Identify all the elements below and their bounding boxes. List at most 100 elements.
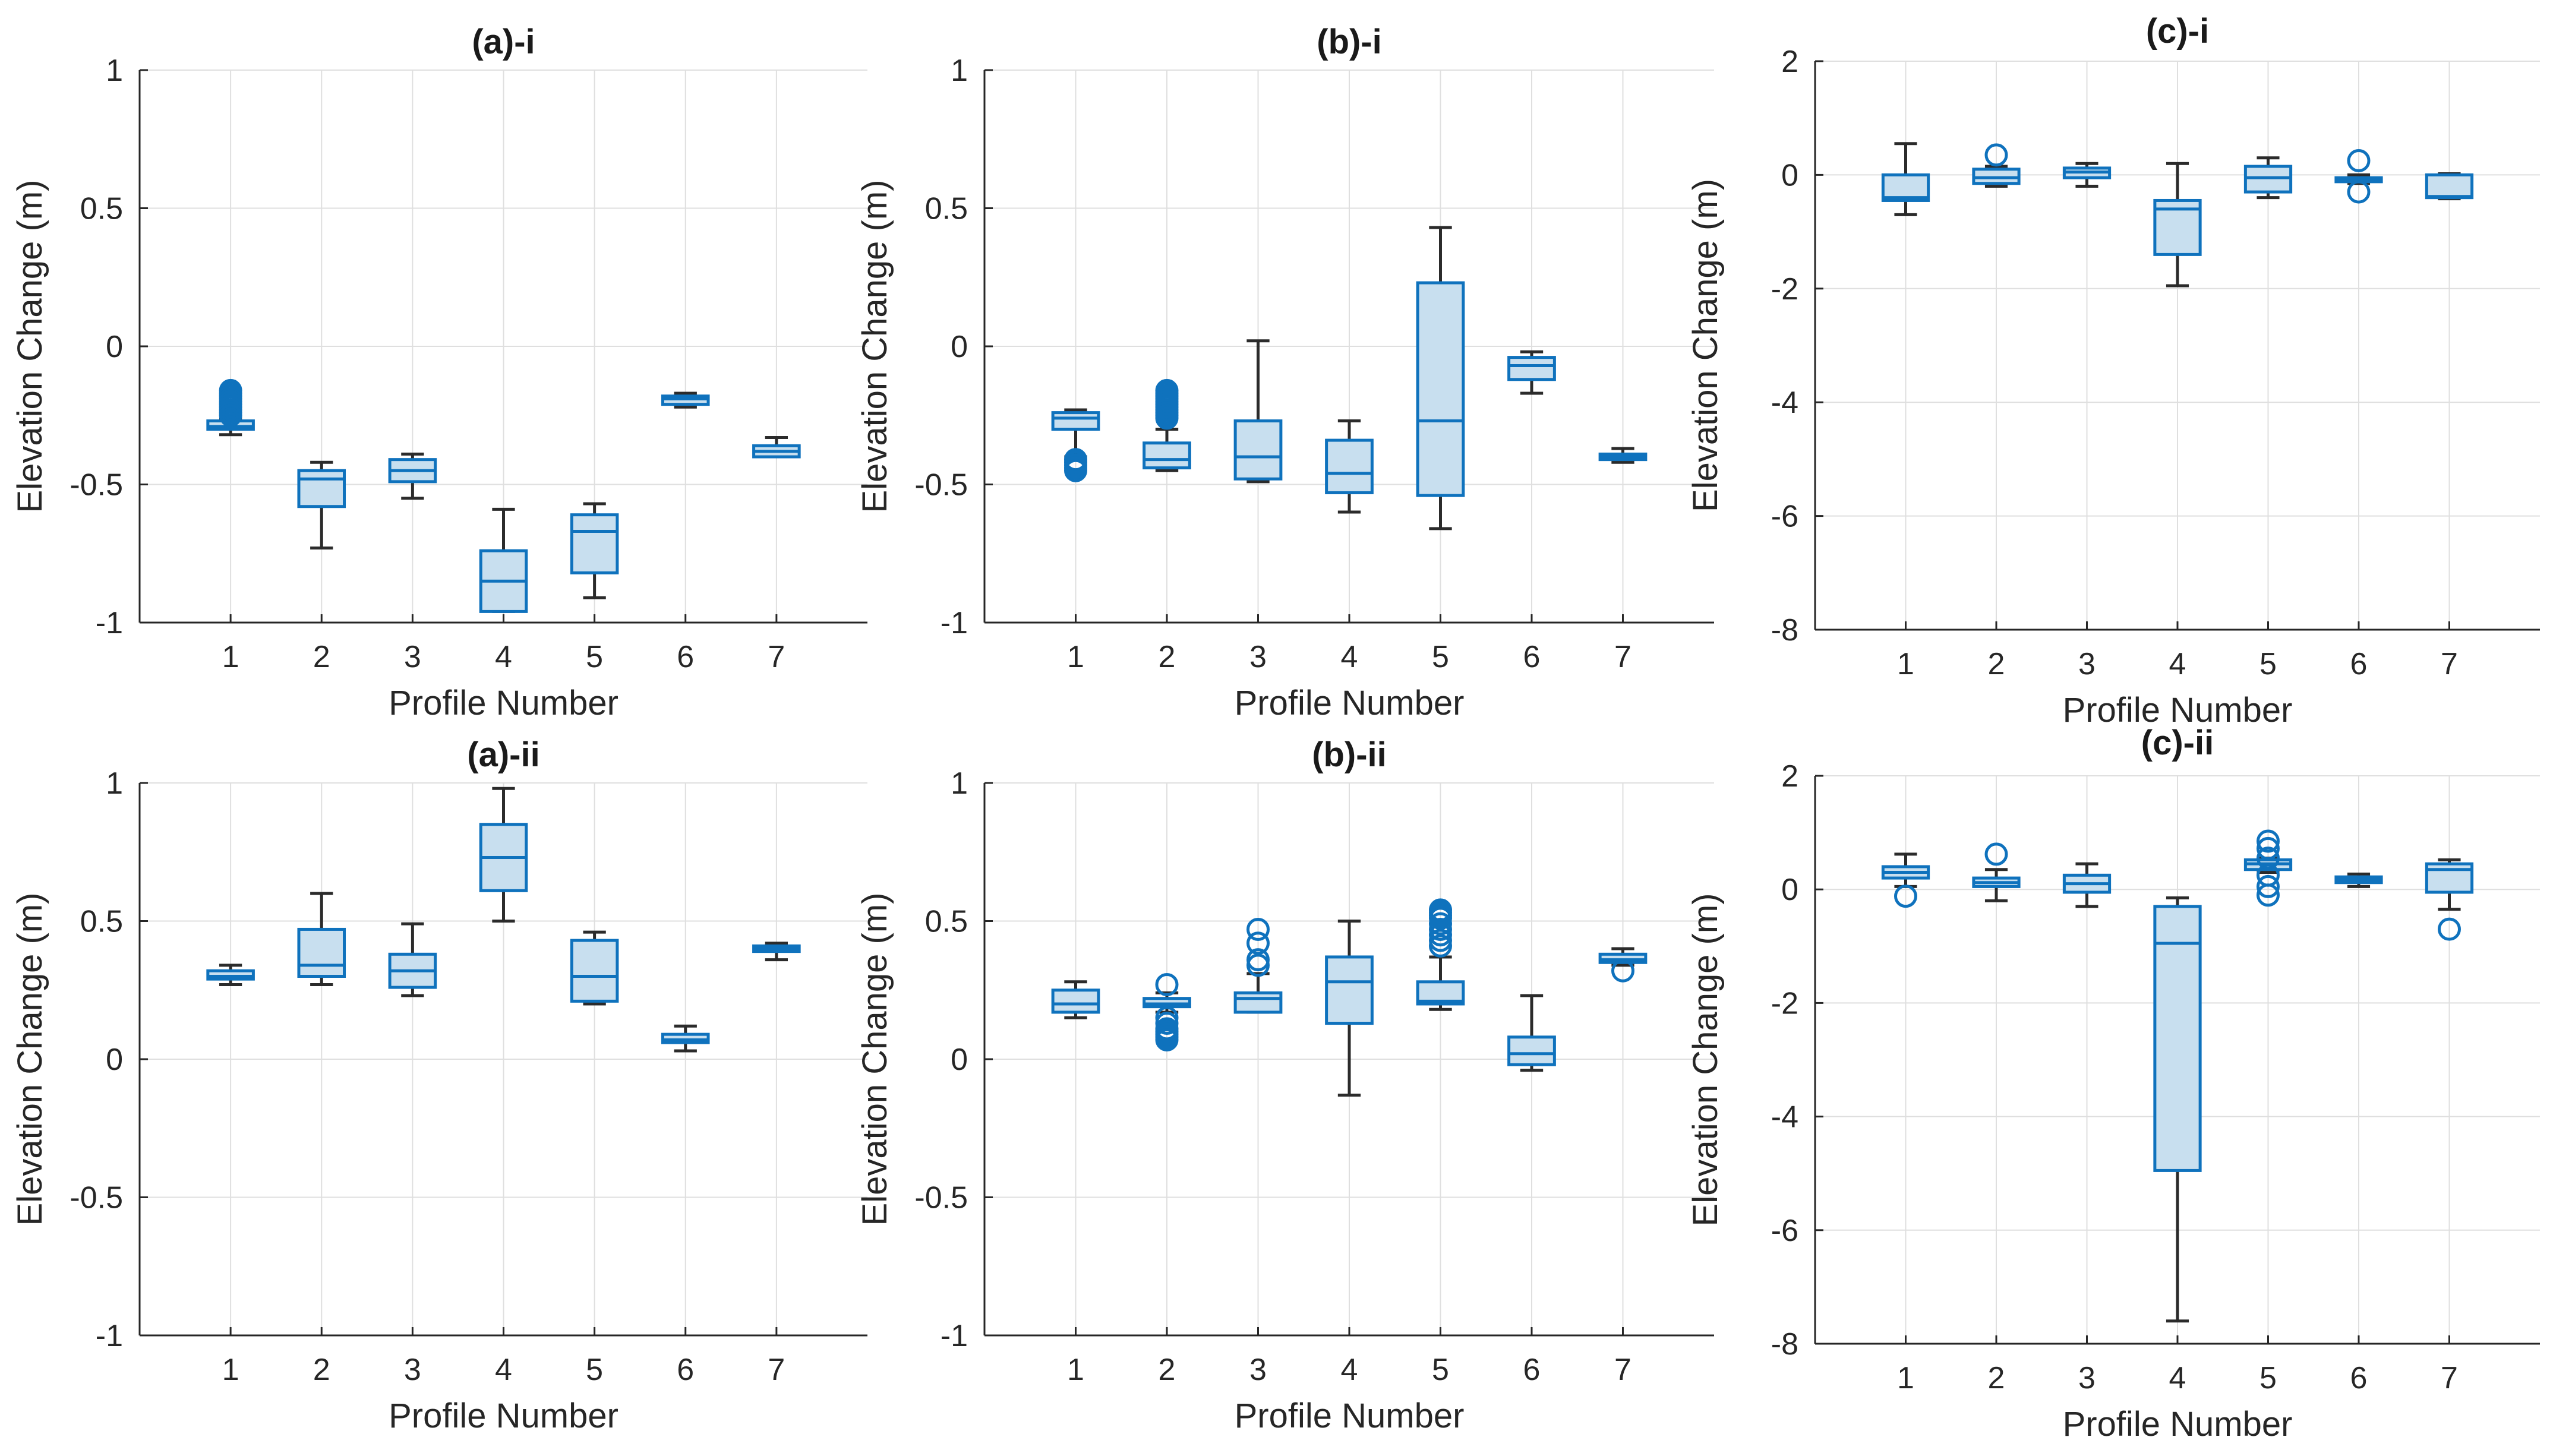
chart-title: (b)-i [1317, 23, 1382, 61]
y-tick-label: 0.5 [80, 192, 123, 226]
y-tick-label: -0.5 [914, 1181, 968, 1215]
y-tick-label: 0 [106, 1043, 123, 1077]
x-tick-label: 2 [313, 640, 330, 674]
outlier-point [1064, 459, 1087, 482]
y-tick-label: -1 [941, 1319, 968, 1353]
outlier-point [1984, 842, 2008, 866]
box-4 [2153, 162, 2202, 288]
box-7 [2425, 172, 2474, 201]
x-tick-label: 1 [1897, 1361, 1914, 1395]
x-tick-label: 6 [2350, 647, 2368, 681]
box-6 [1507, 994, 1556, 1072]
x-tick-label: 5 [1432, 640, 1449, 674]
x-tick-label: 2 [1159, 640, 1176, 674]
y-tick-label: 0.5 [80, 905, 123, 939]
box-3 [2062, 862, 2112, 908]
x-tick-label: 4 [495, 1353, 512, 1387]
y-tick-label: -6 [1771, 1214, 1798, 1248]
box-6 [661, 1024, 710, 1053]
chart-title: (c)-ii [2141, 724, 2214, 762]
box-6 [2334, 149, 2383, 204]
box-5 [2243, 156, 2293, 200]
x-tick-label: 6 [677, 640, 694, 674]
outlier-point [2438, 917, 2461, 941]
iqr-box [1233, 419, 1283, 481]
box-1 [1051, 408, 1100, 482]
x-tick-label: 1 [222, 1353, 239, 1387]
box-6 [661, 391, 710, 409]
chart-title: (b)-ii [1312, 735, 1387, 774]
outlier-point [2257, 847, 2280, 870]
box-1 [206, 964, 255, 986]
y-axis-label: Elevation Change (m) [856, 180, 894, 513]
outlier-point [1894, 885, 1917, 908]
x-tick-label: 2 [1988, 1361, 2005, 1395]
y-tick-label: 1 [106, 53, 123, 88]
x-tick-label: 1 [1897, 647, 1914, 681]
y-tick-label: 0 [1781, 158, 1798, 192]
outlier-point [2257, 883, 2280, 907]
iqr-box [297, 927, 346, 978]
y-tick-label: -2 [1771, 986, 1798, 1021]
y-tick-label: -1 [96, 1319, 123, 1353]
y-tick-label: -2 [1771, 272, 1798, 307]
iqr-box [1143, 441, 1191, 470]
x-tick-label: 3 [1249, 640, 1267, 674]
x-axis-label: Profile Number [1235, 1397, 1465, 1435]
x-tick-label: 7 [2441, 1361, 2458, 1395]
x-tick-label: 3 [1249, 1353, 1267, 1387]
y-tick-label: -6 [1771, 500, 1798, 534]
box-5 [1416, 226, 1465, 530]
iqr-box [1325, 438, 1374, 494]
iqr-box [570, 939, 619, 1003]
x-tick-label: 7 [768, 640, 785, 674]
box-4 [1325, 419, 1374, 514]
outlier-point [1155, 406, 1179, 430]
x-tick-label: 5 [2259, 1361, 2277, 1395]
box-3 [388, 452, 437, 500]
x-tick-label: 4 [2169, 647, 2186, 681]
x-tick-label: 3 [404, 640, 421, 674]
y-tick-label: 1 [106, 766, 123, 801]
y-axis-label: Elevation Change (m) [11, 180, 49, 513]
box-1 [206, 378, 255, 437]
x-axis-label: Profile Number [2063, 691, 2293, 729]
box-7 [2425, 858, 2474, 941]
x-tick-label: 5 [586, 640, 603, 674]
y-axis-label: Elevation Change (m) [856, 893, 894, 1226]
y-tick-label: -1 [941, 606, 968, 640]
y-tick-label: 2 [1781, 45, 1798, 79]
x-tick-label: 5 [1432, 1353, 1449, 1387]
x-tick-label: 2 [1988, 647, 2005, 681]
box-1 [1881, 852, 1930, 908]
box-1 [1881, 142, 1930, 216]
outlier-point [2257, 874, 2280, 898]
outlier-point [1246, 948, 1270, 972]
box-4 [1325, 920, 1374, 1097]
outlier-point [219, 403, 242, 427]
x-tick-label: 1 [1067, 1353, 1084, 1387]
x-tick-label: 5 [586, 1353, 603, 1387]
x-tick-label: 3 [2078, 1361, 2096, 1395]
y-tick-label: 0 [951, 330, 968, 364]
outlier-point [1155, 972, 1179, 996]
box-3 [388, 922, 437, 997]
y-tick-label: 0.5 [925, 905, 968, 939]
x-axis-label: Profile Number [389, 1397, 618, 1435]
y-tick-label: -4 [1771, 386, 1798, 420]
box-5 [570, 502, 619, 599]
box-4 [2153, 896, 2202, 1323]
box-7 [1598, 447, 1648, 464]
box-6 [2334, 872, 2383, 888]
x-tick-label: 1 [222, 640, 239, 674]
box-4 [479, 787, 528, 923]
x-tick-label: 7 [1614, 1353, 1631, 1387]
box-2 [297, 460, 346, 549]
box-2 [297, 892, 346, 986]
panel-5: -8 -6 -4 -2 0 2 1 2 3 4 5 6 7 Profile Number Elevation… [1686, 724, 2540, 1444]
y-tick-label: -1 [96, 606, 123, 640]
box-5 [2243, 829, 2293, 907]
panel-2: -8 -6 -4 -2 0 2 1 2 3 4 5 6 7 Profile Number Elevation… [1686, 12, 2540, 729]
box-3 [2062, 162, 2112, 188]
